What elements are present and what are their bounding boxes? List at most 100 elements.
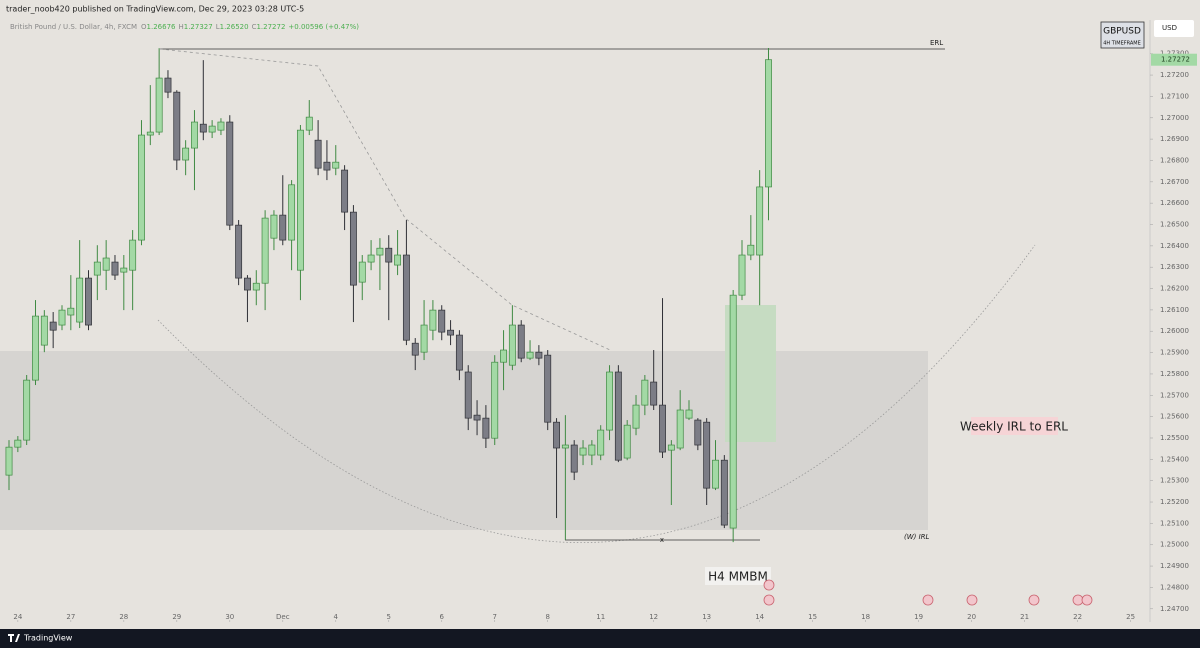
h4-label: H4 MMBM [708, 570, 768, 584]
candle-body [138, 134, 145, 241]
candle-body [597, 429, 605, 456]
candle-body [588, 444, 596, 456]
ohlc-value: 1.27327 [184, 23, 213, 31]
y-tick-label: 1.26500 [1160, 221, 1189, 229]
y-tick-label: 1.26000 [1160, 327, 1189, 335]
x-tick-label: 25 [1126, 613, 1135, 621]
candle-body [32, 315, 39, 381]
y-tick-label: 1.26900 [1160, 135, 1189, 143]
candle-body [235, 224, 243, 279]
event-icon [763, 594, 775, 606]
candles [5, 47, 772, 543]
candle-body [579, 447, 587, 456]
candle-body [76, 277, 84, 323]
candle-body [694, 419, 702, 446]
candle-body [535, 351, 543, 359]
x-tick-label: 6 [440, 613, 445, 621]
candle-body [111, 261, 119, 276]
candle-body [385, 247, 393, 263]
candle-body [155, 77, 163, 133]
last-price-label: 1.27272 [1161, 56, 1190, 64]
x-tick-label: 4 [334, 613, 339, 621]
x-tick-label: 28 [119, 613, 128, 621]
candle-body [765, 59, 772, 188]
y-tick-label: 1.26600 [1160, 199, 1189, 207]
currency-box[interactable] [1154, 20, 1194, 37]
x-tick-label: 5 [387, 613, 391, 621]
candle-body [455, 334, 463, 371]
badge [1100, 21, 1145, 49]
y-tick-label: 1.25600 [1160, 413, 1189, 421]
candle-body [623, 424, 631, 459]
y-tick-label: 1.26800 [1160, 156, 1189, 164]
y-tick-label: 1.25400 [1160, 455, 1189, 463]
y-tick-label: 1.26400 [1160, 242, 1189, 250]
ohlc-key: O [141, 23, 147, 31]
header-bar [0, 0, 1200, 20]
x-tick-label: 13 [702, 613, 711, 621]
candle-body [261, 217, 269, 284]
candle-body [738, 254, 746, 296]
candle-body [402, 254, 410, 341]
event-icon [1072, 594, 1084, 606]
last-price-box [1151, 53, 1197, 66]
event-icon [922, 594, 934, 606]
x-tick-label: 20 [967, 613, 976, 621]
currency[interactable]: USD [1162, 24, 1177, 32]
weekly-box [971, 417, 1058, 435]
candle-body [376, 247, 384, 256]
candle-body [173, 91, 181, 161]
candle-body [270, 214, 278, 239]
candle-body [129, 239, 137, 271]
x-tick-label: 22 [1073, 613, 1082, 621]
y-tick-label: 1.25800 [1160, 370, 1189, 378]
y-tick-label: 1.26100 [1160, 306, 1189, 314]
candle-body [164, 77, 172, 93]
candle-body [332, 161, 340, 169]
candle-body [367, 254, 375, 263]
candle-body [508, 324, 516, 366]
candle-body [411, 342, 419, 356]
y-tick-label: 1.25000 [1160, 541, 1189, 549]
ohlc-key: L [216, 23, 220, 31]
x-tick-label: 11 [596, 613, 605, 621]
event-icon [1081, 594, 1093, 606]
candle-body [420, 324, 428, 353]
event-icon [1028, 594, 1040, 606]
candle-body [473, 414, 481, 421]
candle-body [279, 214, 287, 241]
x-tick-label: 8 [545, 613, 549, 621]
candle-body [676, 409, 684, 449]
x-tick-label: 27 [66, 613, 75, 621]
candle-body [447, 329, 455, 336]
badge-symbol: GBPUSD [1103, 27, 1141, 37]
candle-body [146, 131, 154, 136]
candle-body [120, 267, 128, 273]
arc [157, 244, 1036, 543]
candle-body [553, 421, 560, 449]
y-tick-label: 1.25200 [1160, 498, 1189, 506]
footer [0, 629, 1200, 648]
candle-body [40, 315, 48, 346]
candle-body [659, 404, 666, 453]
y-tick-label: 1.25700 [1160, 391, 1189, 399]
candle-body [102, 257, 110, 271]
x-tick-label: 18 [861, 613, 870, 621]
erl-label: ERL [930, 39, 943, 47]
event-icon [763, 579, 775, 591]
candle-body [394, 254, 402, 266]
ohlc-value: 1.26520 [220, 23, 249, 31]
candle-body [244, 277, 251, 291]
candle-body [49, 321, 57, 331]
candle-body [712, 459, 719, 489]
y-tick-label: 1.27000 [1160, 114, 1189, 122]
candle-body [685, 409, 693, 419]
candle-body [93, 261, 101, 276]
candle-body [720, 459, 728, 526]
y-tick-label: 1.24900 [1160, 562, 1189, 570]
candle-body [517, 324, 525, 359]
candle-body [199, 123, 207, 133]
event-icons [763, 579, 1093, 606]
candle-body [429, 309, 437, 331]
x-tick-label: 19 [914, 613, 923, 621]
